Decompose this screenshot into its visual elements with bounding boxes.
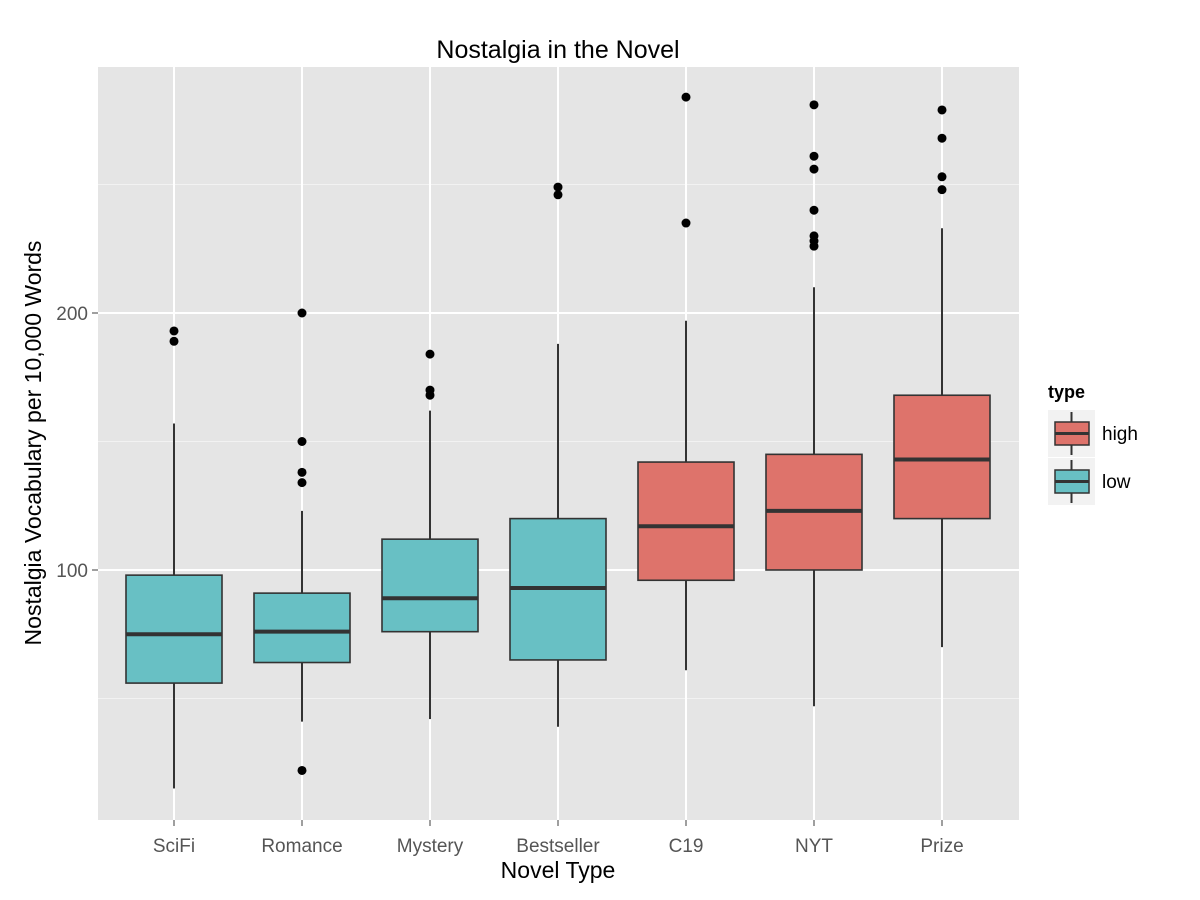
outlier-point	[297, 765, 307, 775]
box-nyt	[765, 100, 863, 707]
outlier-point	[937, 185, 947, 195]
iqr-box	[381, 538, 479, 633]
outlier-point	[809, 205, 819, 215]
x-axis-ticks: SciFi Romance Mystery Bestseller C19 NYT Prize	[153, 820, 964, 857]
legend-label-high: high	[1102, 424, 1138, 445]
outlier-point	[553, 190, 563, 200]
iqr-box	[637, 461, 735, 582]
outlier-point	[553, 182, 563, 192]
y-axis-label: Nostalgia Vocabulary per 10,000 Words	[20, 241, 46, 646]
outlier-point	[809, 100, 819, 110]
x-tick-label: SciFi	[153, 836, 195, 857]
y-tick-label: 100	[56, 561, 88, 582]
outlier-point	[937, 172, 947, 182]
x-tick-label: Romance	[261, 836, 342, 857]
outlier-point	[169, 326, 179, 336]
chart-title: Nostalgia in the Novel	[436, 36, 679, 64]
legend-label-low: low	[1102, 472, 1131, 493]
outlier-point	[425, 385, 435, 395]
box-bestseller	[509, 182, 607, 727]
boxes	[125, 92, 991, 789]
legend-key-high	[1048, 410, 1095, 457]
x-tick-label: Bestseller	[516, 836, 600, 857]
iqr-box	[253, 592, 351, 664]
outlier-point	[169, 336, 179, 346]
legend-key-low	[1048, 458, 1095, 505]
box-romance	[253, 308, 351, 775]
legend: type high low	[1048, 382, 1138, 505]
box-prize	[893, 105, 991, 648]
outlier-point	[937, 133, 947, 143]
outlier-point	[681, 92, 691, 102]
box-scifi	[125, 326, 223, 789]
iqr-box	[125, 574, 223, 684]
outlier-point	[297, 467, 307, 477]
outlier-point	[809, 164, 819, 174]
outlier-point	[809, 231, 819, 241]
box-mystery	[381, 349, 479, 720]
outlier-point	[937, 105, 947, 115]
iqr-box	[893, 394, 991, 520]
y-axis-ticks: 100 200	[56, 304, 98, 582]
outlier-point	[297, 308, 307, 318]
legend-title: type	[1048, 382, 1085, 402]
box-c19	[637, 92, 735, 671]
y-tick-label: 200	[56, 304, 88, 325]
x-axis-label: Novel Type	[501, 857, 616, 883]
x-tick-label: NYT	[795, 836, 833, 857]
outlier-point	[297, 478, 307, 488]
outlier-point	[297, 437, 307, 446]
x-tick-label: Mystery	[397, 836, 464, 857]
outlier-point	[425, 349, 435, 359]
outlier-point	[809, 151, 819, 161]
x-tick-label: Prize	[920, 836, 963, 857]
x-tick-label: C19	[669, 836, 704, 857]
outlier-point	[681, 218, 691, 228]
